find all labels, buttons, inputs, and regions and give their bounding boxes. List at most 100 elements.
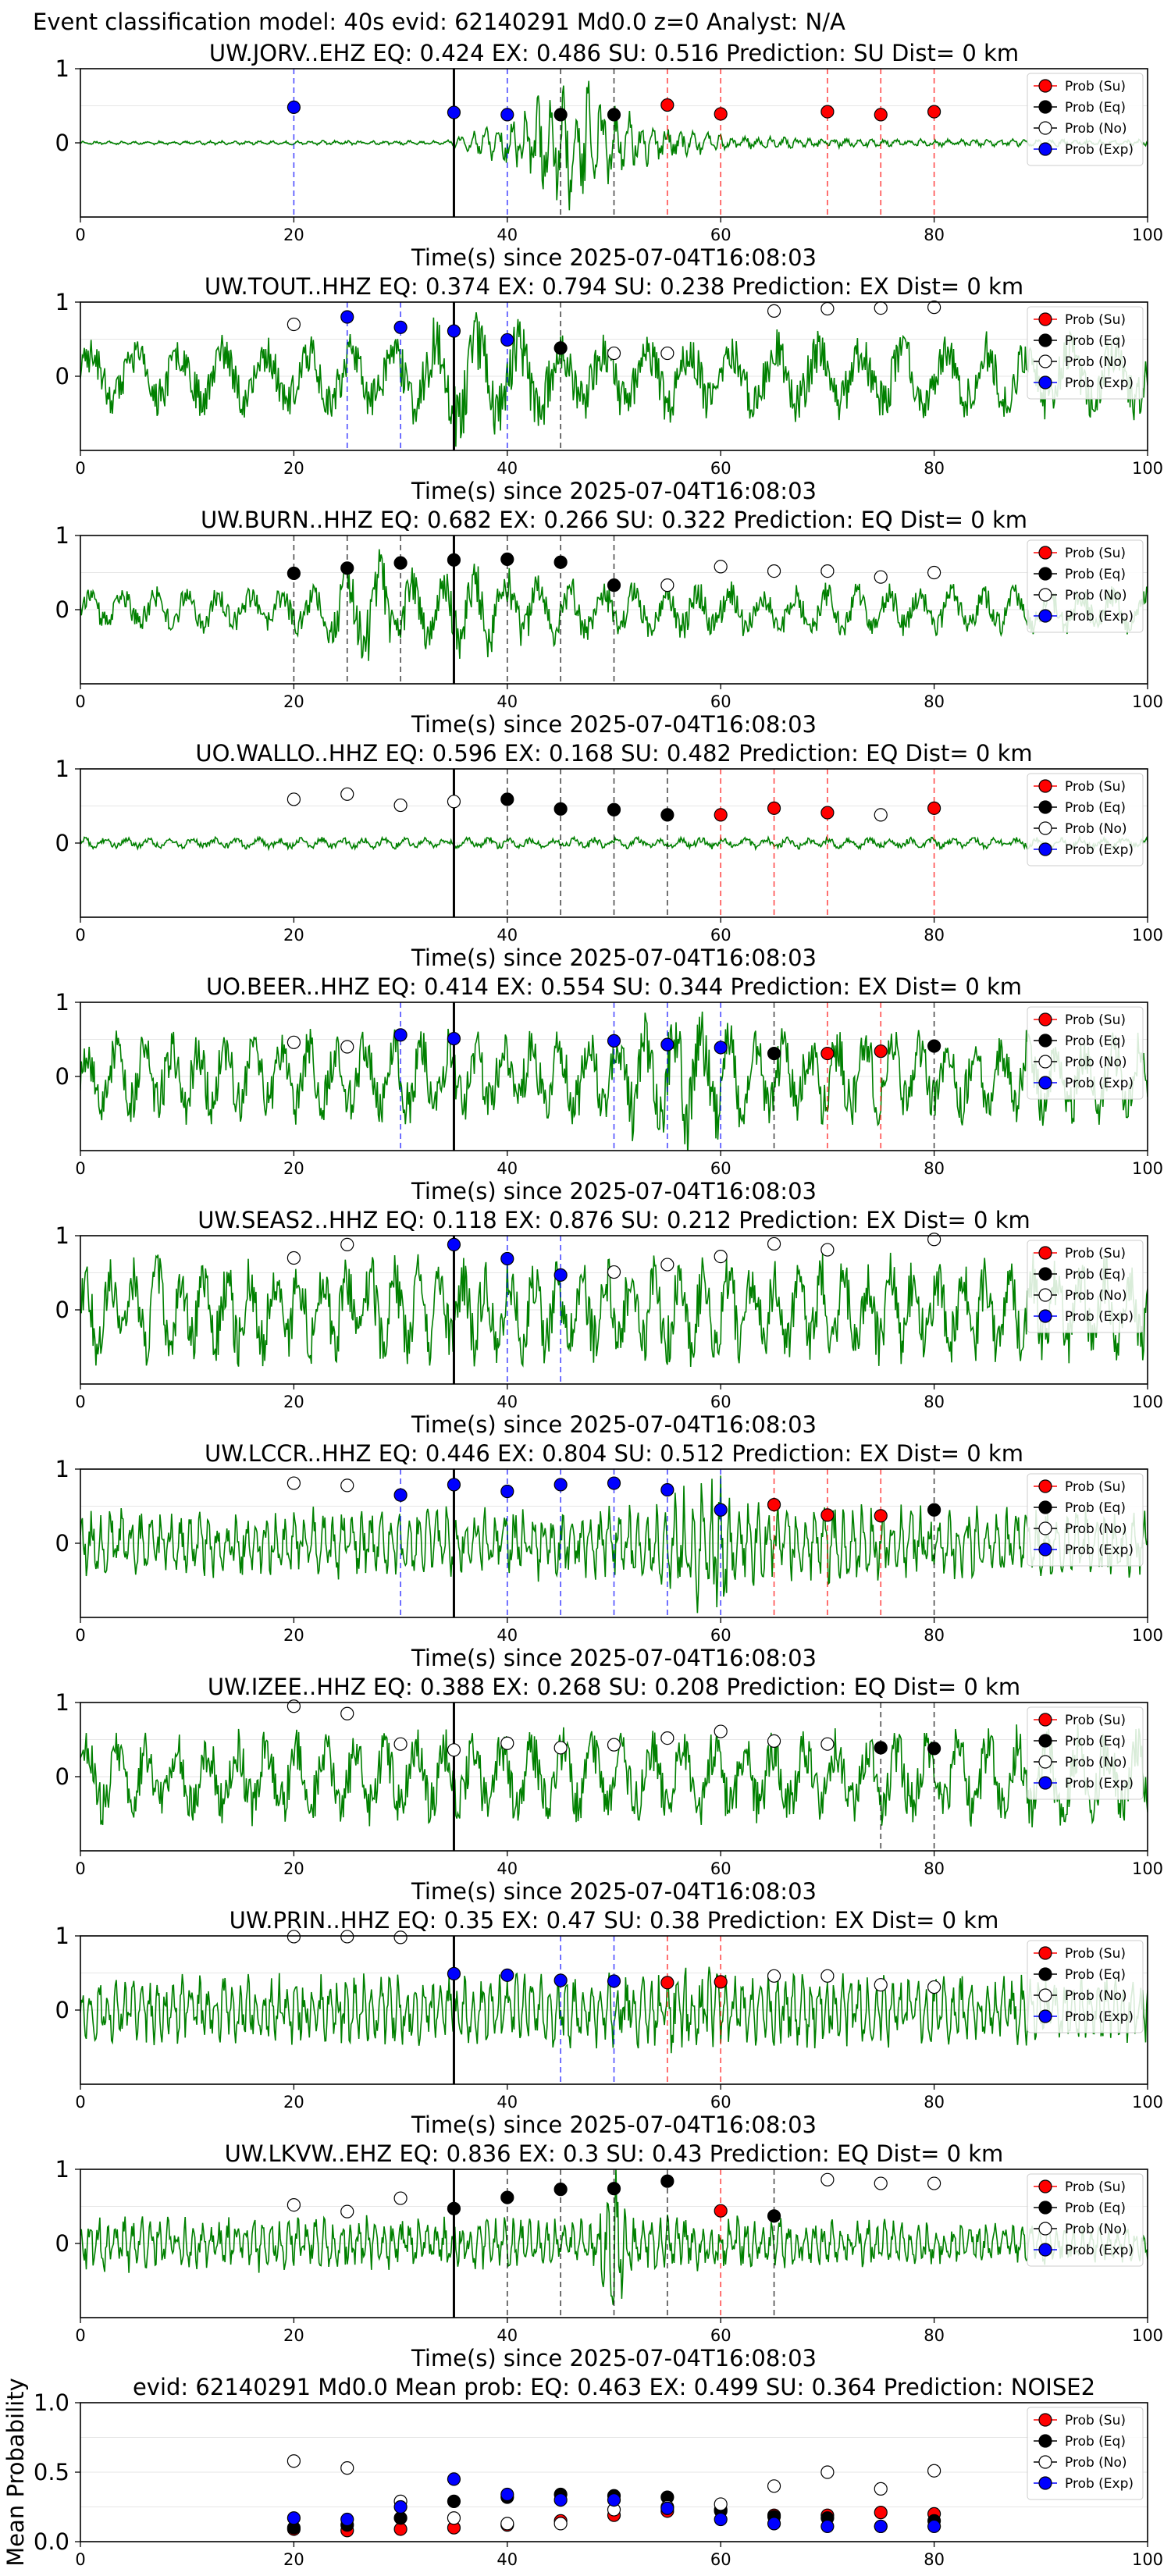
panel-title: UW.JORV..EHZ EQ: 0.424 EX: 0.486 SU: 0.5… [209, 40, 1019, 66]
prob-point-no [340, 1478, 354, 1493]
legend-label-su: Prob (Su) [1065, 1246, 1126, 1261]
waveform-trace [80, 2169, 1148, 2305]
legend-marker-exp [1038, 609, 1052, 623]
legend-label-eq: Prob (Eq) [1065, 2201, 1126, 2216]
x-tick-label: 80 [924, 1626, 945, 1645]
waveform-trace [80, 1724, 1148, 1827]
prob-point-no [927, 2176, 941, 2190]
prob-point-no [340, 1040, 354, 1054]
legend-label-su: Prob (Su) [1065, 779, 1126, 795]
legend-marker-su [1038, 1479, 1052, 1493]
legend-marker-su [1038, 779, 1052, 793]
prob-point-no [287, 1930, 301, 1944]
legend-marker-su [1038, 312, 1052, 326]
x-tick-label: 80 [924, 1393, 945, 1411]
prob-point-eq [660, 808, 674, 822]
legend-marker-no [1038, 821, 1052, 835]
prob-point-no [447, 1743, 461, 1757]
prob-point-exp [447, 1478, 461, 1492]
x-tick-label: 20 [283, 1859, 304, 1878]
panel-1: UW.JORV..EHZ EQ: 0.424 EX: 0.486 SU: 0.5… [55, 40, 1164, 271]
prob-point-eq [607, 802, 621, 817]
legend-label-exp: Prob (Exp) [1065, 1309, 1134, 1325]
prob-point-eq [874, 1741, 888, 1755]
legend-box [1027, 1706, 1144, 1800]
legend-marker-exp [1038, 1542, 1052, 1557]
prob-point-eq [447, 2201, 461, 2215]
prob-point-no [447, 795, 461, 809]
prob-point-su [660, 1976, 674, 1990]
legend-box [1027, 306, 1144, 400]
mean-point-no [340, 2461, 354, 2475]
prob-point-su [874, 108, 888, 122]
x-tick-label: 80 [924, 1159, 945, 1178]
prob-point-no [874, 570, 888, 584]
legend-label-exp: Prob (Exp) [1065, 842, 1134, 858]
prob-point-eq [607, 578, 621, 592]
x-tick-label: 40 [497, 926, 518, 945]
prob-point-no [714, 1249, 728, 1264]
prob-point-su [714, 107, 728, 121]
prob-point-no [660, 1731, 674, 1745]
prob-point-no [820, 1737, 835, 1751]
legend-label-no: Prob (No) [1065, 588, 1127, 603]
prob-point-no [287, 1699, 301, 1713]
prob-point-exp [500, 108, 514, 122]
x-tick-label: 100 [1132, 692, 1163, 711]
x-axis-label: Time(s) since 2025-07-04T16:08:03 [411, 2112, 817, 2138]
mean-point-exp [767, 2517, 781, 2531]
prob-point-eq [500, 552, 514, 567]
prob-point-exp [447, 1966, 461, 1981]
x-tick-label: 60 [710, 1626, 731, 1645]
x-tick-label: 20 [283, 459, 304, 478]
legend-label-eq: Prob (Eq) [1065, 567, 1126, 582]
mean-point-exp [607, 2493, 621, 2507]
prob-point-exp [660, 1482, 674, 1497]
x-tick-label: 80 [924, 1859, 945, 1878]
prob-point-su [820, 1046, 835, 1061]
panel-title: UW.BURN..HHZ EQ: 0.682 EX: 0.266 SU: 0.3… [201, 507, 1027, 533]
prob-point-no [287, 1476, 301, 1490]
legend-label-no: Prob (No) [1065, 1521, 1127, 1537]
x-tick-label: 0 [75, 459, 85, 478]
x-tick-label: 60 [710, 1393, 731, 1411]
legend-box [1027, 773, 1144, 866]
mean-point-no [820, 2465, 835, 2479]
legend-marker-no [1038, 1288, 1052, 1302]
legend-label-su: Prob (Su) [1065, 1946, 1126, 1962]
mean-point-exp [447, 2472, 461, 2486]
prob-point-no [714, 1724, 728, 1738]
prob-point-no [767, 564, 781, 578]
y-tick-label: 1 [55, 2156, 69, 2183]
prob-point-su [874, 1044, 888, 1059]
x-tick-label: 80 [924, 2550, 945, 2569]
legend-label-no: Prob (No) [1065, 121, 1127, 137]
prob-point-eq [553, 2183, 568, 2197]
x-tick-label: 60 [710, 2326, 731, 2345]
prob-point-exp [340, 310, 354, 324]
legend-marker-eq [1038, 2434, 1052, 2448]
x-tick-label: 60 [710, 1859, 731, 1878]
prob-point-no [820, 564, 835, 578]
prob-point-exp [393, 320, 408, 334]
legend-label-su: Prob (Su) [1065, 312, 1126, 328]
prob-point-exp [447, 1237, 461, 1252]
panel-4: UO.WALLO..HHZ EQ: 0.596 EX: 0.168 SU: 0.… [55, 740, 1164, 971]
x-tick-label: 80 [924, 459, 945, 478]
x-axis-label: Time(s) since 2025-07-04T16:08:03 [411, 478, 817, 504]
prob-point-exp [553, 1268, 568, 1282]
y-tick-label: 1 [55, 1222, 69, 1249]
panel-6: UW.SEAS2..HHZ EQ: 0.118 EX: 0.876 SU: 0.… [55, 1207, 1164, 1438]
mean-point-exp [340, 2512, 354, 2527]
prob-point-exp [393, 1028, 408, 1042]
prob-point-exp [287, 100, 301, 114]
prob-point-eq [340, 561, 354, 575]
panel-title: UW.SEAS2..HHZ EQ: 0.118 EX: 0.876 SU: 0.… [198, 1207, 1030, 1233]
y-tick-label: 1 [55, 1923, 69, 1949]
legend-marker-no [1038, 1521, 1052, 1535]
x-tick-label: 60 [710, 459, 731, 478]
x-tick-label: 80 [924, 2093, 945, 2112]
panel-title: UW.LKVW..EHZ EQ: 0.836 EX: 0.3 SU: 0.43 … [225, 2140, 1004, 2167]
legend-marker-eq [1038, 333, 1052, 347]
